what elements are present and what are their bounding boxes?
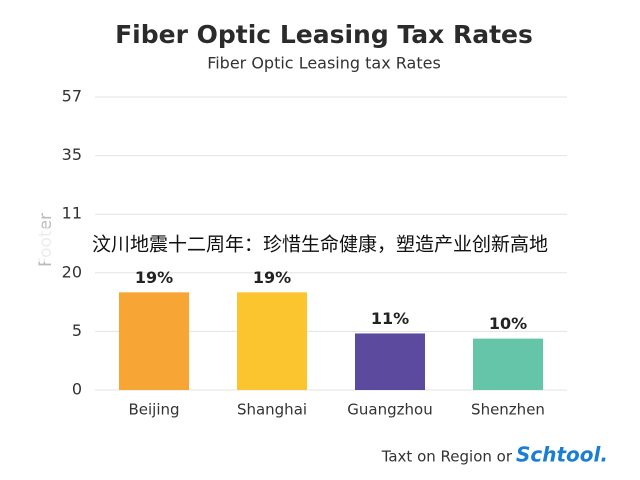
- x-tick-label: Shenzhen: [471, 401, 545, 419]
- value-label: 10%: [489, 314, 527, 333]
- bar: [473, 338, 543, 390]
- x-tick-label: Guangzhou: [347, 401, 432, 419]
- y-tick-label: 35: [62, 145, 82, 164]
- footer: Taxt on Region or: [381, 448, 513, 466]
- overlay-banner: [0, 228, 640, 262]
- y-tick-label: 0: [72, 380, 82, 399]
- y-tick-label: 11: [62, 204, 82, 223]
- chart-title: Fiber Optic Leasing Tax Rates: [115, 20, 533, 49]
- bar: [355, 333, 425, 390]
- value-label: 19%: [135, 268, 173, 287]
- y-tick-label: 57: [62, 87, 82, 106]
- chart-subtitle: Fiber Optic Leasing tax Rates: [207, 54, 441, 73]
- value-label: 19%: [253, 268, 291, 287]
- y-tick-label: 5: [72, 321, 82, 340]
- value-label: 11%: [371, 309, 409, 328]
- y-tick-label: 20: [62, 262, 82, 281]
- brand: Schtool.: [516, 443, 608, 467]
- bar: [119, 292, 189, 390]
- overlay-text: 汶川地震十二周年：珍惜生命健康，塑造产业创新高地: [92, 234, 548, 256]
- plot: 0 5 20 11 35 57 Beijing 19% Shanghai 19% Guangzhou…: [62, 87, 567, 419]
- x-tick-label: Shanghai: [237, 401, 307, 419]
- bar: [237, 292, 307, 390]
- x-tick-label: Beijing: [128, 401, 179, 419]
